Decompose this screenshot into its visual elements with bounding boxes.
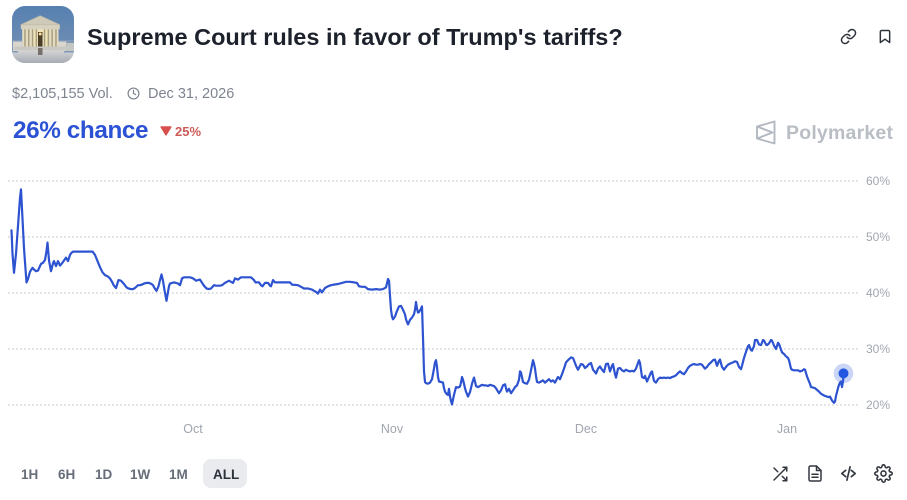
svg-text:Jan: Jan <box>777 422 797 436</box>
svg-text:60%: 60% <box>866 174 890 188</box>
svg-text:40%: 40% <box>866 286 890 300</box>
svg-text:Dec: Dec <box>575 422 597 436</box>
svg-text:Oct: Oct <box>183 422 203 436</box>
svg-text:20%: 20% <box>866 398 890 412</box>
svg-text:50%: 50% <box>866 230 890 244</box>
svg-text:30%: 30% <box>866 342 890 356</box>
svg-text:Nov: Nov <box>381 422 404 436</box>
